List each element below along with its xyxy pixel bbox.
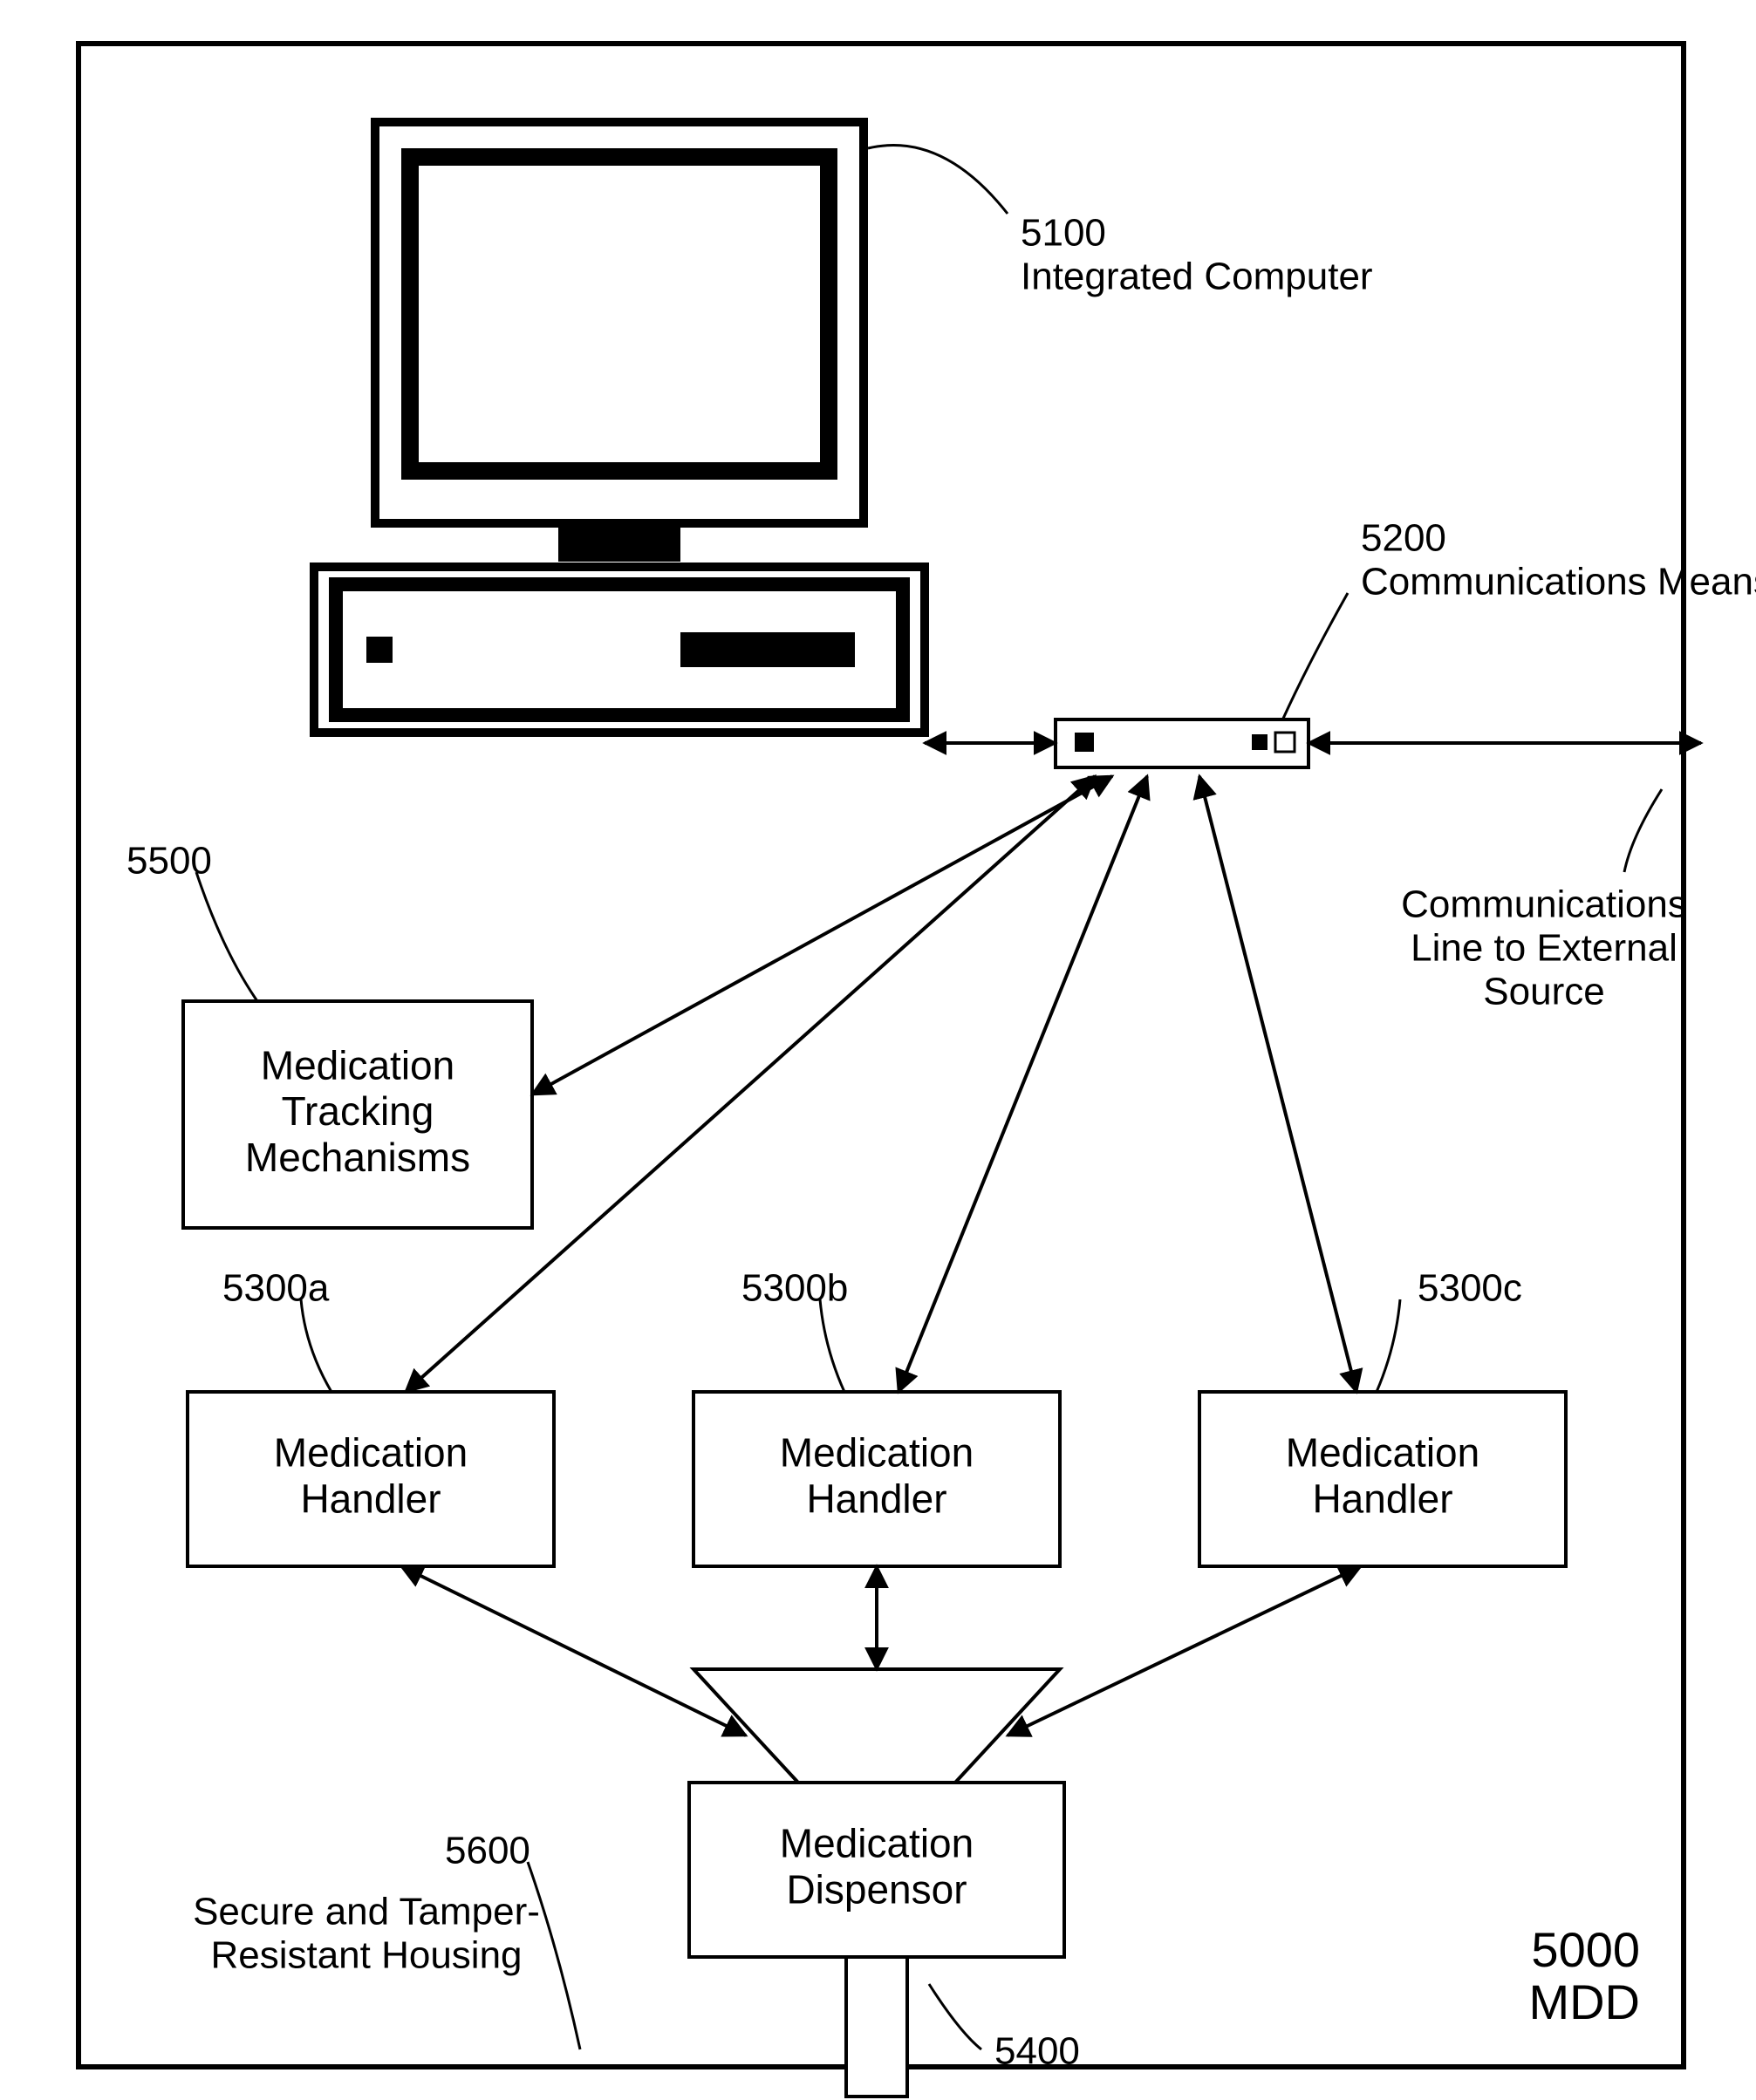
svg-text:5400: 5400	[994, 2030, 1080, 2073]
svg-text:Handler: Handler	[1312, 1476, 1452, 1522]
svg-text:Medication: Medication	[1286, 1430, 1479, 1476]
svg-text:Handler: Handler	[806, 1476, 946, 1522]
svg-text:Medication: Medication	[780, 1821, 974, 1866]
svg-text:Medication: Medication	[274, 1430, 468, 1476]
svg-text:5600: 5600	[445, 1830, 530, 1872]
svg-text:5000: 5000	[1531, 1922, 1640, 1977]
svg-text:Source: Source	[1483, 971, 1604, 1013]
svg-text:Line to External: Line to External	[1411, 927, 1677, 970]
svg-text:Integrated Computer: Integrated Computer	[1021, 256, 1373, 298]
svg-text:Communications Means: Communications Means	[1361, 561, 1756, 603]
svg-text:Tracking: Tracking	[282, 1088, 434, 1134]
svg-text:Medication: Medication	[780, 1430, 974, 1476]
svg-text:5100: 5100	[1021, 212, 1106, 255]
svg-text:5300c: 5300c	[1418, 1267, 1522, 1310]
svg-text:5500: 5500	[126, 840, 212, 883]
svg-text:Communications: Communications	[1401, 883, 1687, 926]
svg-text:Secure and Tamper-: Secure and Tamper-	[193, 1891, 540, 1933]
svg-text:Medication: Medication	[261, 1042, 454, 1088]
svg-text:Resistant Housing: Resistant Housing	[210, 1934, 522, 1977]
svg-text:Mechanisms: Mechanisms	[245, 1135, 470, 1180]
svg-text:5300a: 5300a	[222, 1267, 330, 1310]
svg-text:MDD: MDD	[1528, 1974, 1640, 2029]
svg-text:5200: 5200	[1361, 517, 1446, 560]
svg-text:Handler: Handler	[300, 1476, 441, 1522]
svg-text:Dispensor: Dispensor	[786, 1867, 967, 1912]
svg-text:5300b: 5300b	[741, 1267, 848, 1310]
